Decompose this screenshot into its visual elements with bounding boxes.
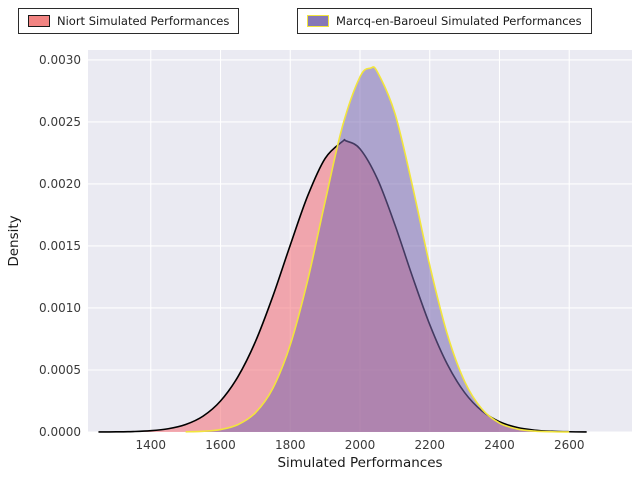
x-tick-label: 2600	[554, 438, 585, 452]
x-tick-label: 1800	[275, 438, 306, 452]
x-tick-label: 1400	[135, 438, 166, 452]
x-axis-label: Simulated Performances	[277, 455, 442, 471]
y-tick-label: 0.0015	[39, 239, 81, 253]
legend: Niort Simulated Performances Marcq-en-Ba…	[0, 8, 640, 40]
y-tick-label: 0.0020	[39, 177, 81, 191]
y-tick-label: 0.0000	[39, 425, 81, 439]
y-tick-label: 0.0025	[39, 115, 81, 129]
legend-item-niort: Niort Simulated Performances	[18, 8, 240, 34]
x-tick-label: 2400	[484, 438, 515, 452]
x-tick-label: 2200	[414, 438, 445, 452]
y-tick-label: 0.0030	[39, 53, 81, 67]
marcq-legend-label: Marcq-en-Baroeul Simulated Performances	[336, 14, 582, 28]
y-tick-label: 0.0010	[39, 301, 81, 315]
niort-legend-label: Niort Simulated Performances	[57, 14, 230, 28]
y-tick-label: 0.0005	[39, 363, 81, 377]
x-tick-label: 2000	[345, 438, 376, 452]
niort-legend-patch-icon	[28, 15, 50, 27]
marcq-legend-patch-icon	[307, 15, 329, 27]
legend-item-marcq: Marcq-en-Baroeul Simulated Performances	[297, 8, 592, 34]
density-fill-marcq	[185, 66, 570, 433]
density-line-marcq	[185, 66, 570, 433]
y-axis-label: Density	[6, 215, 22, 266]
x-tick-label: 1600	[205, 438, 236, 452]
